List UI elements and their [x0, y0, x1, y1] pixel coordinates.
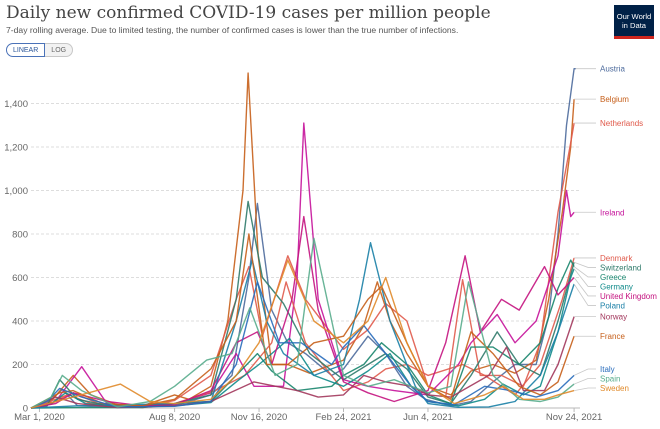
legend-label-austria: Austria — [600, 65, 625, 74]
logo-line-2: in Data — [621, 20, 647, 30]
legend-label-germany: Germany — [600, 282, 633, 291]
y-tick-label: 600 — [12, 273, 28, 284]
x-tick-label: Aug 8, 2020 — [149, 412, 200, 423]
legend-connector-switzerland — [573, 261, 596, 268]
owid-logo[interactable]: Our World in Data — [614, 5, 654, 39]
legend-label-spain: Spain — [600, 375, 620, 384]
logo-text: Our World in Data — [617, 12, 651, 30]
x-tick-label: Jun 4, 2021 — [403, 412, 453, 423]
legend-label-italy: Italy — [600, 365, 615, 374]
series-line-austria — [30, 67, 576, 409]
legend-label-poland: Poland — [600, 301, 625, 310]
series-line-france — [30, 233, 575, 409]
legend-label-united-kingdom: United Kingdom — [600, 292, 657, 301]
y-tick-label: 400 — [12, 317, 28, 328]
legend-label-norway: Norway — [600, 313, 627, 322]
legend-connector-spain — [573, 378, 596, 385]
legend-label-greece: Greece — [600, 273, 627, 282]
logo-line-1: Our World — [616, 11, 652, 21]
y-tick-label: 200 — [12, 360, 28, 371]
linear-scale-button[interactable]: LINEAR — [6, 43, 46, 57]
x-tick-label: Feb 24, 2021 — [316, 412, 372, 423]
legend-connector-sweden — [574, 387, 596, 391]
y-tick-label: 1,200 — [4, 143, 28, 154]
chart-subtitle: 7-day rolling average. Due to limited te… — [6, 25, 459, 35]
legend-label-sweden: Sweden — [600, 384, 629, 393]
legend-label-switzerland: Switzerland — [600, 263, 641, 272]
legend-label-belgium: Belgium — [600, 95, 629, 104]
y-tick-label: 0 — [23, 404, 28, 415]
scale-toggle: LINEAR LOG — [6, 43, 74, 57]
legend-connector-poland — [573, 283, 596, 306]
legend-label-france: France — [600, 332, 625, 341]
chart-title: Daily new confirmed COVID-19 cases per m… — [6, 3, 491, 23]
series-line-italy — [30, 281, 575, 409]
x-tick-label: Nov 16, 2020 — [231, 412, 288, 423]
series-line-united-kingdom — [30, 215, 575, 409]
x-tick-label: Nov 24, 2021 — [546, 412, 603, 423]
log-scale-button[interactable]: LOG — [45, 43, 74, 57]
legend-connector-greece — [573, 266, 596, 278]
y-tick-label: 800 — [12, 230, 28, 241]
legend-label-netherlands: Netherlands — [600, 119, 643, 128]
series-line-germany — [30, 268, 575, 409]
series-line-denmark — [30, 257, 575, 409]
series-line-sweden — [30, 259, 575, 409]
series-line-poland — [30, 241, 575, 409]
legend-connector-united-kingdom — [573, 277, 596, 297]
legend-connector-germany — [573, 268, 596, 287]
series-line-switzerland — [30, 200, 575, 409]
legend-label-ireland: Ireland — [600, 208, 624, 217]
legend-connector-italy — [573, 368, 596, 376]
series-line-norway — [30, 316, 575, 409]
y-tick-label: 1,000 — [4, 186, 28, 197]
y-tick-label: 1,400 — [4, 99, 28, 110]
x-tick-label: Mar 1, 2020 — [14, 412, 65, 423]
legend-label-denmark: Denmark — [600, 254, 633, 263]
